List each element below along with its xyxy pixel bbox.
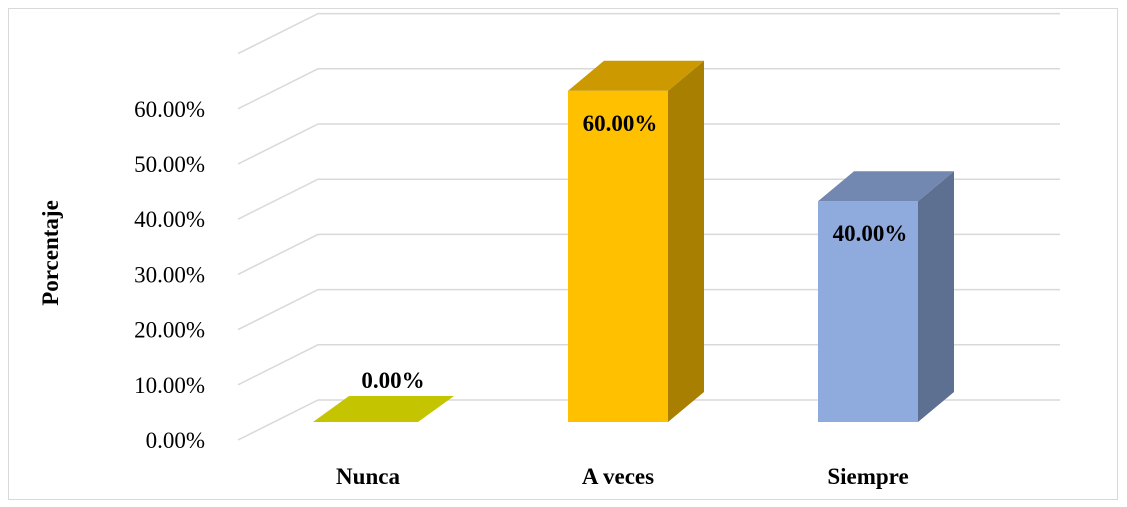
bar-side	[918, 171, 954, 422]
y-tick-label: 0.00%	[146, 428, 205, 453]
y-tick-label: 50.00%	[134, 152, 205, 177]
gridline	[237, 344, 1060, 386]
x-category-label: Siempre	[827, 464, 908, 489]
gridline	[237, 288, 1060, 331]
bar-top	[818, 171, 954, 202]
data-label: 40.00%	[833, 221, 908, 246]
bar-front	[818, 201, 918, 422]
y-tick-label: 20.00%	[134, 318, 205, 343]
gridline	[237, 399, 1060, 441]
bar-top	[568, 60, 704, 91]
bar-top	[313, 396, 454, 422]
bar-siempre	[818, 171, 954, 422]
x-category-label: Nunca	[336, 464, 400, 489]
data-label: 60.00%	[583, 111, 658, 136]
bar-side	[668, 60, 704, 423]
chart-labels: 0.00% 10.00% 20.00% 30.00% 40.00% 50.00% 60.00…	[134, 97, 909, 489]
y-tick-label: 10.00%	[134, 373, 205, 398]
gridlines	[237, 12, 1060, 441]
data-label: 0.00%	[361, 368, 424, 393]
bar-front	[568, 90, 668, 423]
y-tick-label: 30.00%	[134, 262, 205, 287]
y-axis-title: Porcentaje	[38, 200, 63, 306]
bar-nunca	[313, 396, 454, 422]
gridline	[237, 68, 1060, 110]
x-category-label: A veces	[582, 464, 654, 489]
gridline	[237, 178, 1060, 220]
bar-a-veces	[568, 60, 704, 423]
y-tick-label: 40.00%	[134, 207, 205, 232]
gridline	[237, 12, 1060, 55]
y-tick-label: 60.00%	[134, 97, 205, 122]
gridline	[237, 123, 1060, 165]
bars	[313, 60, 954, 423]
gridline	[237, 233, 1060, 276]
